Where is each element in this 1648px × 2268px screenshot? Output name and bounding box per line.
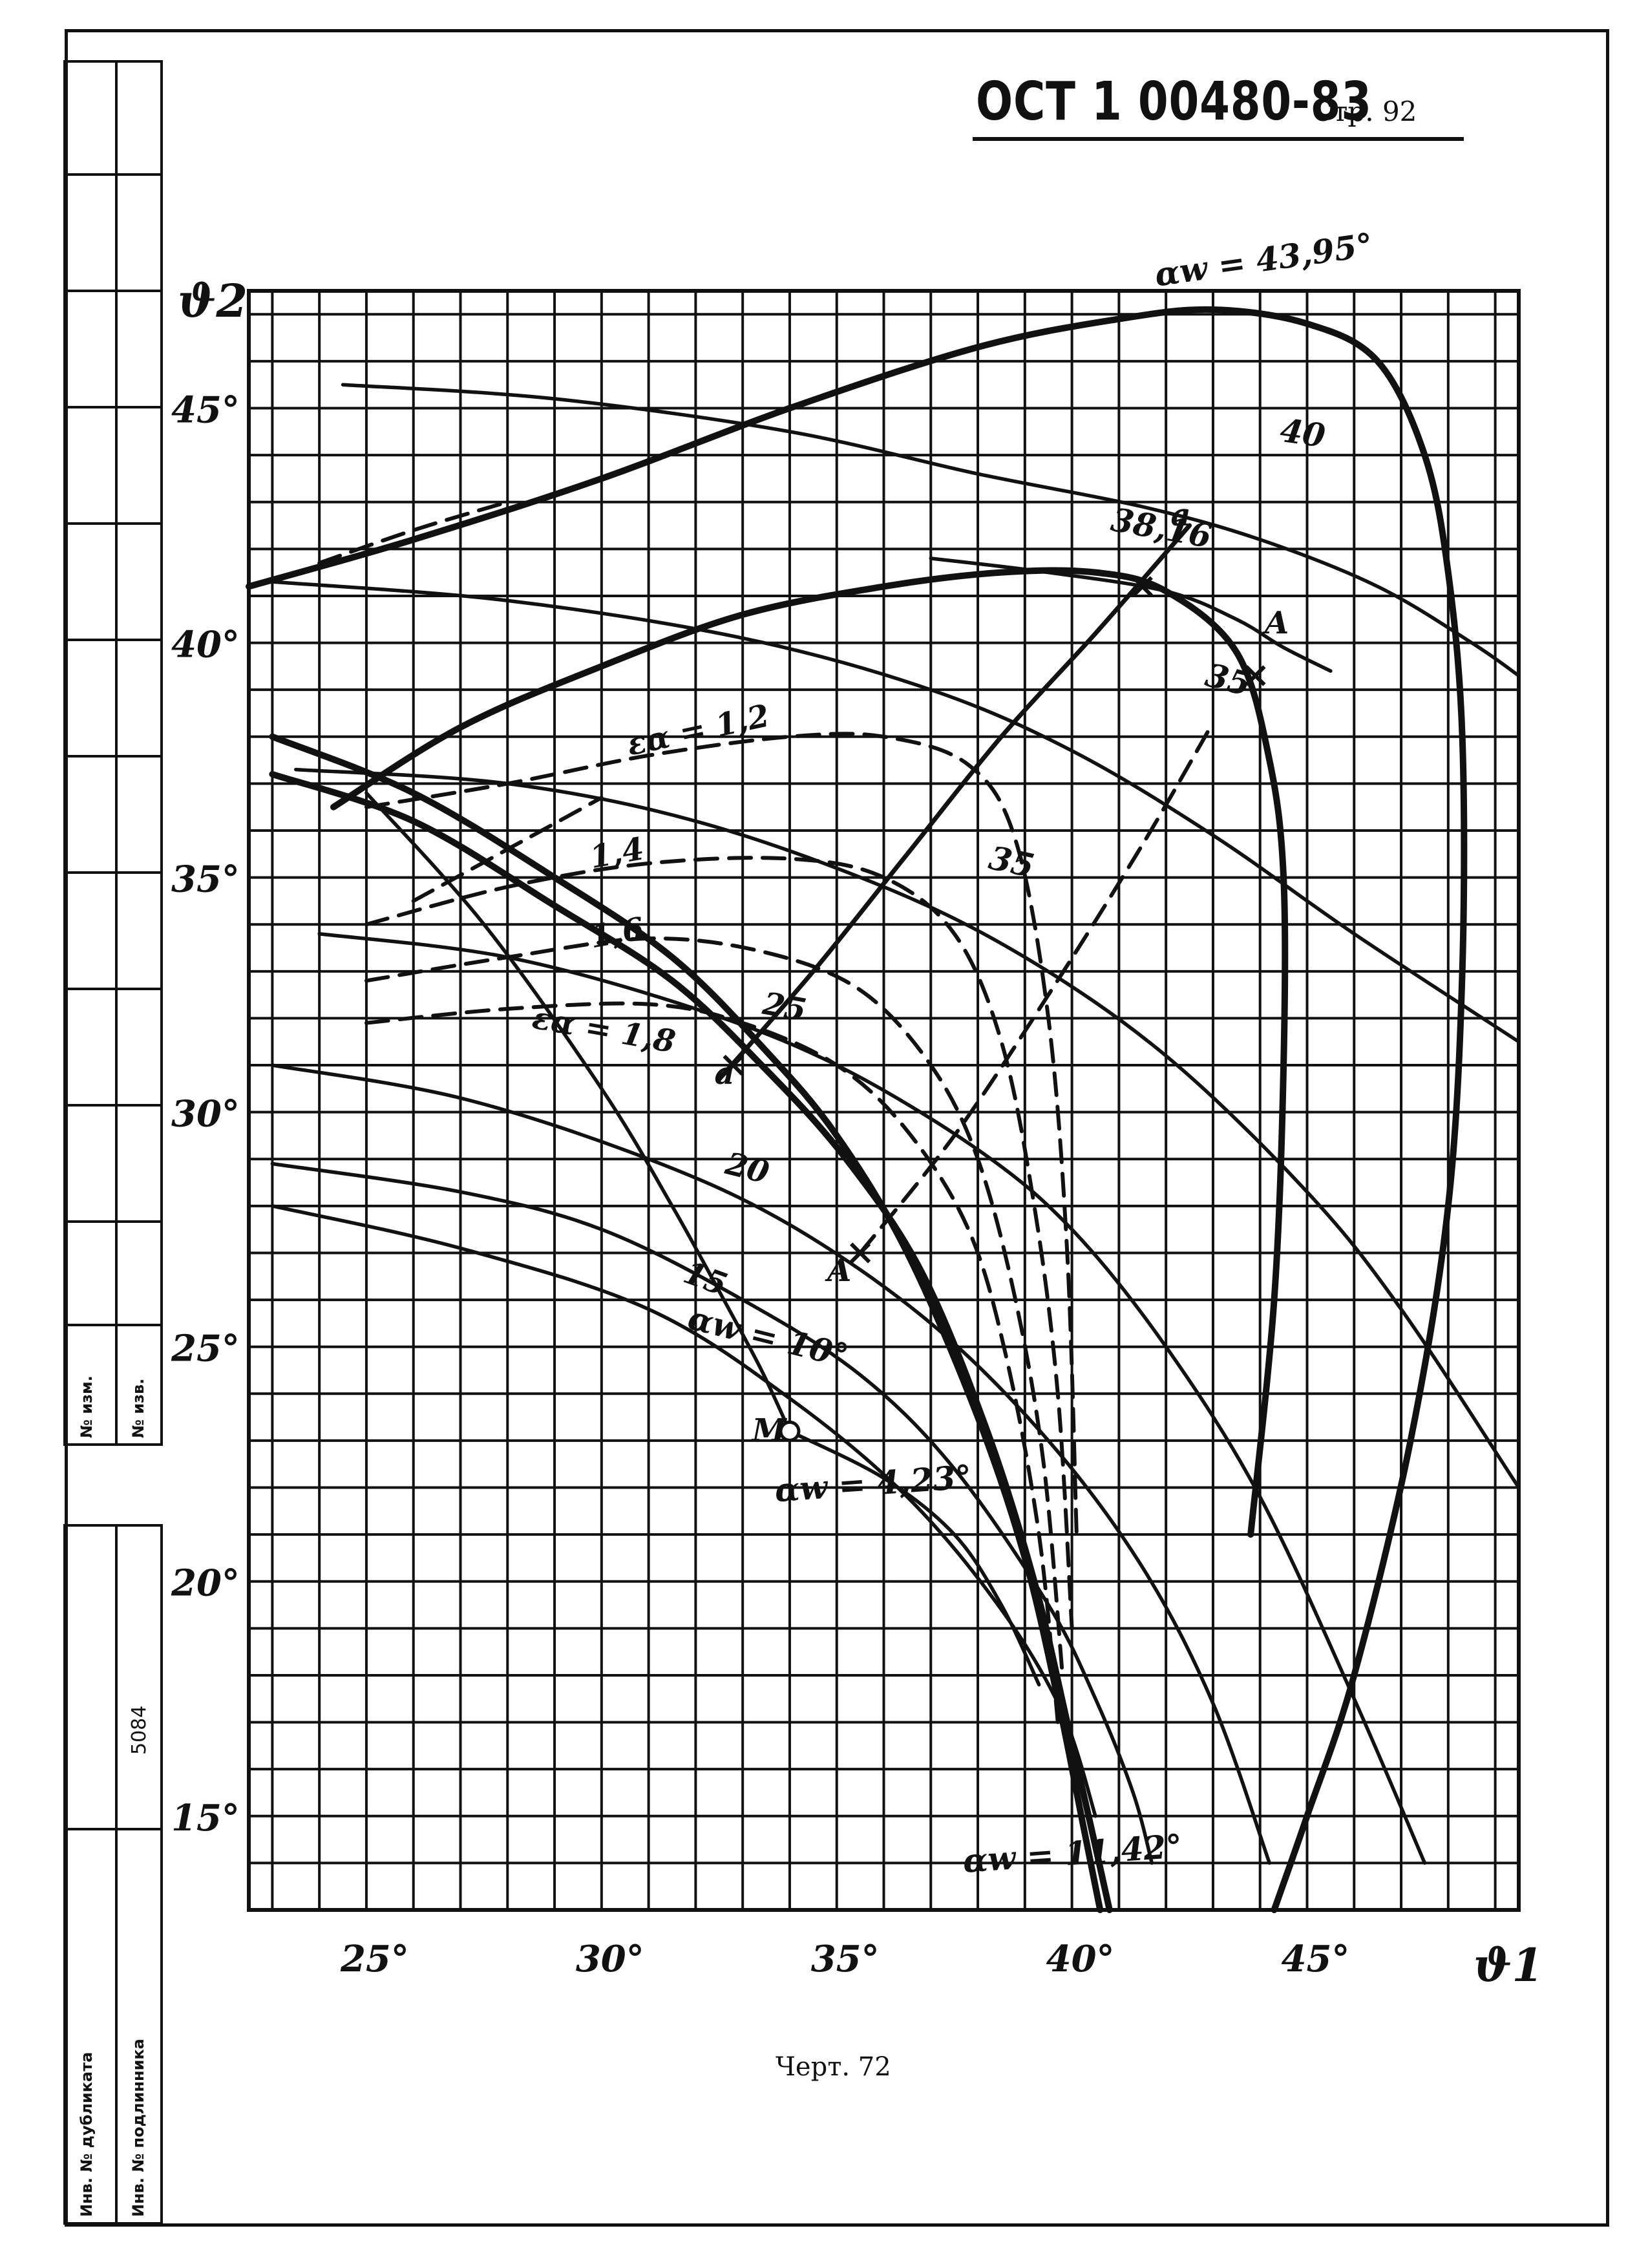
curve-line_A_dash xyxy=(858,721,1215,1255)
curve-c_40 xyxy=(341,383,1521,678)
curve-label-l_40: 40 xyxy=(1278,411,1327,455)
curve-aw_43_95 xyxy=(246,306,1468,1913)
curve-e_1_6 xyxy=(364,936,1065,1677)
y-tick-label: 40° xyxy=(171,624,240,666)
curve-aw_38_16 xyxy=(330,567,1289,1538)
curve-c_20 xyxy=(270,1063,1272,1865)
curve-e_1_4 xyxy=(364,856,1074,1631)
curve-label-l_35b: 35 xyxy=(986,838,1037,885)
curve-label-aw_4_23: αw = 4,23° xyxy=(774,1457,973,1509)
curve-c_35_upper xyxy=(270,580,1521,1044)
x-axis-label: ϑ1 xyxy=(1474,1938,1543,1992)
curve-label-e_1_4: 1,4 xyxy=(587,831,647,876)
side-stamp-grid xyxy=(63,60,163,2225)
curve-label-l_35a: 35 xyxy=(1201,655,1254,703)
y-tick-label: 30° xyxy=(171,1093,240,1136)
page-number: Стр. 92 xyxy=(1312,96,1417,127)
curve-label-l_20: 20 xyxy=(721,1145,772,1191)
x-tick-label: 45° xyxy=(1282,1938,1350,1980)
y-tick-label: 15° xyxy=(171,1797,240,1839)
curve-label-l_38_16: 38,16 xyxy=(1108,500,1214,555)
curve-e_1_2 xyxy=(364,732,1079,1537)
curve-line_a xyxy=(717,523,1192,1082)
curve-c_15 xyxy=(270,1161,1154,1865)
curve-m_15_curve xyxy=(364,791,792,1434)
curve-label-aw_43_95: αw = 43,95° xyxy=(1152,226,1375,294)
point-A2-marker xyxy=(1245,665,1266,686)
x-tick-label: 40° xyxy=(1046,1938,1115,1980)
point-M-marker xyxy=(779,1420,801,1442)
point-A1-marker xyxy=(849,1242,871,1264)
curve-e_1_2_left xyxy=(411,796,604,903)
curve-label-e_1_8: εα = 1,8 xyxy=(530,1000,679,1061)
y-tick-label: 35° xyxy=(171,858,240,901)
x-tick-label: 35° xyxy=(811,1938,880,1980)
curve-aw_11_42_b1 xyxy=(269,733,1104,1913)
chart-curves xyxy=(246,306,1521,1913)
curve-label-aw_10: αw = 10° xyxy=(684,1298,852,1375)
curve-aw_4_23 xyxy=(788,1429,1041,1687)
chart-ticks: 25° 30° 35° 40° 45° 15° 20° 25° 30° 35° 40° 45° ϑ1 ϑ2 xyxy=(171,274,1543,1992)
header-rule xyxy=(973,137,1464,141)
curve-label-e_1_6: 1,6 xyxy=(587,911,647,956)
point-a-marker xyxy=(723,1054,744,1076)
chart-grid xyxy=(247,289,1521,1912)
chart-labels: αw = 43,95° αw = 10° αw = 4,23° αw = 11,42°… xyxy=(530,226,1375,1880)
page-frame xyxy=(65,29,1609,2227)
point-a2-marker xyxy=(1132,576,1153,597)
curve-label-e_1_2: εα = 1,2 xyxy=(624,697,772,763)
curve-aw_11_42_b2 xyxy=(269,770,1113,1913)
y-axis-label: ϑ2 xyxy=(178,274,248,328)
y-tick-label: 25° xyxy=(171,1328,240,1370)
curve-label-l_15: 15 xyxy=(679,1255,732,1303)
plot-frame xyxy=(247,289,1521,1912)
curve-aw_43_95_dash_upper xyxy=(317,500,510,566)
x-tick-label: 30° xyxy=(576,1938,644,1980)
chart-points xyxy=(723,576,1266,1442)
curve-label-l_25: 25 xyxy=(759,986,808,1029)
document-code: ОСТ 1 00480-83 xyxy=(976,71,1372,132)
y-tick-label: 20° xyxy=(171,1562,240,1605)
point-label-a: a xyxy=(715,1055,735,1092)
y-tick-label: 45° xyxy=(171,389,240,432)
curve-l_38_16_wing xyxy=(929,556,1333,673)
point-label-M: M xyxy=(751,1412,788,1448)
point-label-A2: A xyxy=(1262,605,1289,641)
x-tick-label: 25° xyxy=(340,1938,409,1980)
curve-c_35_lower xyxy=(294,767,1521,1490)
curve-aw_10 xyxy=(270,1204,1097,1818)
curve-e_1_8 xyxy=(364,1001,1060,1724)
point-label-A1: A xyxy=(825,1253,851,1289)
figure-caption: Черт. 72 xyxy=(776,2052,891,2082)
point-label-a2: a xyxy=(1170,497,1190,533)
curve-label-aw_11_42: αw = 11,42° xyxy=(962,1827,1183,1880)
